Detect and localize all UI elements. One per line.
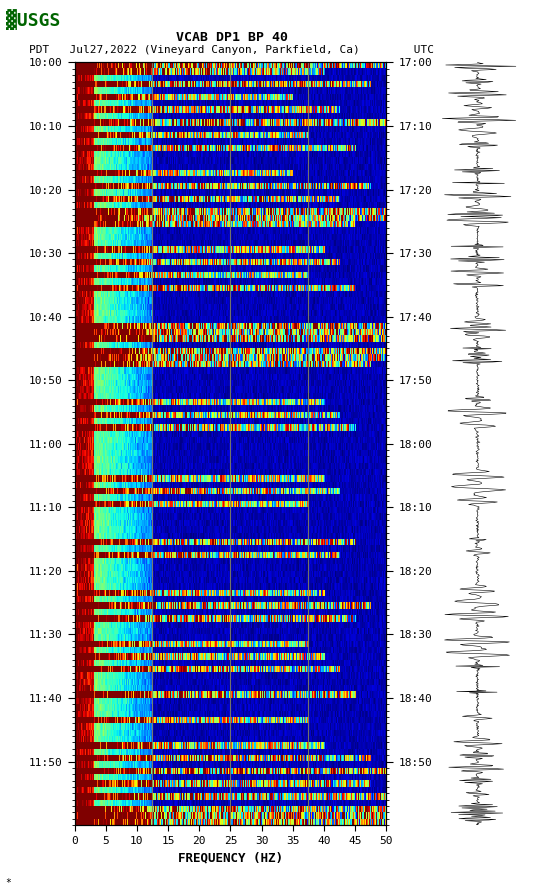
Text: VCAB DP1 BP 40: VCAB DP1 BP 40 [176, 31, 288, 45]
X-axis label: FREQUENCY (HZ): FREQUENCY (HZ) [178, 851, 283, 864]
Text: *: * [6, 879, 12, 888]
Text: ▓USGS: ▓USGS [6, 9, 60, 29]
Text: PDT   Jul27,2022 (Vineyard Canyon, Parkfield, Ca)        UTC: PDT Jul27,2022 (Vineyard Canyon, Parkfie… [29, 45, 434, 54]
